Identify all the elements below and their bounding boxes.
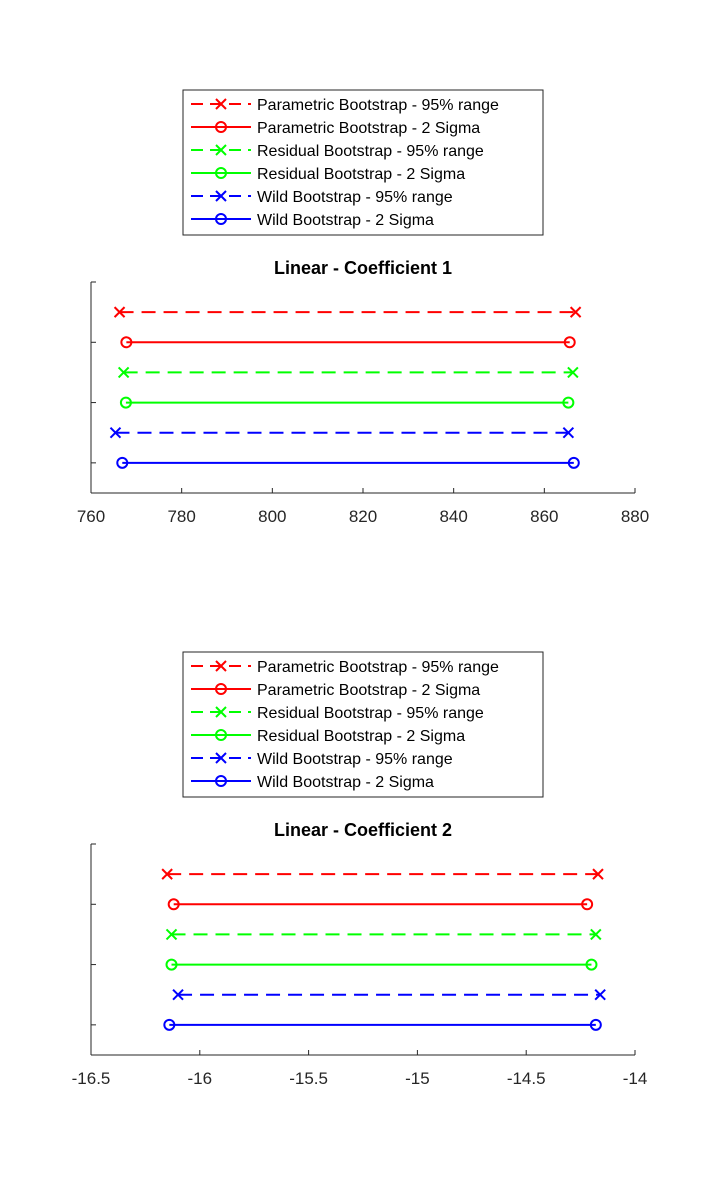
- legend-label: Parametric Bootstrap - 95% range: [257, 97, 499, 114]
- axes: 760 780 800 820 840 860 880: [77, 281, 649, 526]
- axes: -16.5 -16 -15.5 -15 -14.5 -14: [72, 843, 648, 1088]
- circle-marker-icon: [581, 898, 594, 911]
- chart-2: Parametric Bootstrap - 95% range Parametr…: [72, 651, 648, 1088]
- circle-marker-icon: [167, 898, 180, 911]
- legend-label: Residual Bootstrap - 2 Sigma: [257, 728, 465, 745]
- x-marker-icon: [215, 144, 227, 156]
- x-tick-label: 780: [167, 507, 195, 526]
- circle-marker-icon: [116, 456, 129, 469]
- legend-entry: Residual Bootstrap - 95% range: [191, 143, 484, 160]
- series-interval: [117, 366, 579, 379]
- circle-marker-icon: [215, 683, 227, 695]
- legend-label: Wild Bootstrap - 95% range: [257, 751, 453, 768]
- legend-label: Residual Bootstrap - 2 Sigma: [257, 166, 465, 183]
- legend-box: [182, 651, 544, 798]
- x-marker-icon: [562, 427, 575, 439]
- legend-label: Parametric Bootstrap - 2 Sigma: [257, 682, 480, 699]
- x-tick-label: -15.5: [289, 1069, 328, 1088]
- circle-marker-icon: [215, 775, 227, 787]
- legend-entry: Residual Bootstrap - 95% range: [191, 705, 484, 722]
- legend-entry: Residual Bootstrap - 2 Sigma: [191, 728, 465, 745]
- series-interval: [165, 928, 602, 941]
- x-marker-icon: [592, 868, 604, 880]
- x-marker-icon: [215, 660, 227, 672]
- legend-entry: Parametric Bootstrap - 2 Sigma: [191, 682, 480, 699]
- legend-label: Parametric Bootstrap - 2 Sigma: [257, 120, 480, 137]
- x-marker-icon: [590, 928, 602, 941]
- circle-marker-icon: [215, 167, 227, 179]
- series-interval: [167, 898, 594, 911]
- legend-entry: Wild Bootstrap - 95% range: [191, 751, 453, 768]
- x-tick-label: -14.5: [507, 1069, 546, 1088]
- circle-marker-icon: [120, 336, 133, 349]
- x-tick-label: -16: [188, 1069, 213, 1088]
- circle-marker-icon: [562, 396, 575, 409]
- circle-marker-icon: [215, 213, 227, 225]
- chart-title: Linear - Coefficient 1: [274, 258, 452, 278]
- x-marker-icon: [215, 752, 227, 764]
- series-interval: [172, 989, 606, 1001]
- x-tick-label: 880: [621, 507, 649, 526]
- circle-marker-icon: [563, 336, 576, 349]
- x-marker-icon: [569, 306, 582, 318]
- legend-label: Parametric Bootstrap - 95% range: [257, 659, 499, 676]
- series-interval: [163, 1018, 602, 1031]
- circle-marker-icon: [567, 456, 580, 469]
- legend-box: [182, 89, 544, 236]
- x-marker-icon: [165, 928, 178, 941]
- legend-entry: Residual Bootstrap - 2 Sigma: [191, 166, 465, 183]
- x-tick-label: 820: [349, 507, 377, 526]
- legend-entry: Wild Bootstrap - 2 Sigma: [191, 212, 434, 229]
- circle-marker-icon: [585, 958, 598, 971]
- legend-entry: Wild Bootstrap - 2 Sigma: [191, 774, 434, 791]
- legend-entry: Wild Bootstrap - 95% range: [191, 189, 453, 206]
- circle-marker-icon: [589, 1018, 602, 1031]
- x-marker-icon: [109, 427, 122, 439]
- x-marker-icon: [161, 868, 173, 880]
- x-marker-icon: [215, 706, 227, 718]
- x-tick-label: -16.5: [72, 1069, 111, 1088]
- circle-marker-icon: [163, 1018, 176, 1031]
- legend-entry: Parametric Bootstrap - 2 Sigma: [191, 120, 480, 137]
- series-interval: [109, 427, 575, 439]
- x-tick-label: 840: [439, 507, 467, 526]
- chart-1: Parametric Bootstrap - 95% range Parametr…: [77, 89, 649, 526]
- x-tick-label: 800: [258, 507, 286, 526]
- legend-label: Residual Bootstrap - 95% range: [257, 143, 484, 160]
- series-interval: [161, 868, 604, 880]
- legend-entry: Parametric Bootstrap - 95% range: [191, 97, 499, 114]
- circle-marker-icon: [165, 958, 178, 971]
- x-tick-label: 860: [530, 507, 558, 526]
- x-marker-icon: [215, 98, 227, 110]
- legend-label: Wild Bootstrap - 95% range: [257, 189, 453, 206]
- legend-label: Wild Bootstrap - 2 Sigma: [257, 212, 434, 229]
- circle-marker-icon: [119, 396, 132, 409]
- legend: Parametric Bootstrap - 95% range Parametr…: [182, 89, 544, 236]
- x-tick-label: -15: [405, 1069, 430, 1088]
- x-marker-icon: [215, 190, 227, 202]
- circle-marker-icon: [215, 729, 227, 741]
- x-marker-icon: [117, 366, 130, 379]
- legend: Parametric Bootstrap - 95% range Parametr…: [182, 651, 544, 798]
- series-interval: [113, 306, 582, 318]
- legend-label: Residual Bootstrap - 95% range: [257, 705, 484, 722]
- series-interval: [165, 958, 598, 971]
- chart-title: Linear - Coefficient 2: [274, 820, 452, 840]
- x-tick-label: -14: [623, 1069, 648, 1088]
- legend-label: Wild Bootstrap - 2 Sigma: [257, 774, 434, 791]
- series-interval: [119, 396, 575, 409]
- x-marker-icon: [594, 989, 606, 1001]
- circle-marker-icon: [215, 121, 227, 133]
- x-marker-icon: [113, 306, 126, 318]
- x-tick-label: 760: [77, 507, 105, 526]
- x-marker-icon: [172, 989, 184, 1001]
- series-interval: [120, 336, 576, 349]
- x-marker-icon: [567, 366, 579, 379]
- series-interval: [116, 456, 580, 469]
- legend-entry: Parametric Bootstrap - 95% range: [191, 659, 499, 676]
